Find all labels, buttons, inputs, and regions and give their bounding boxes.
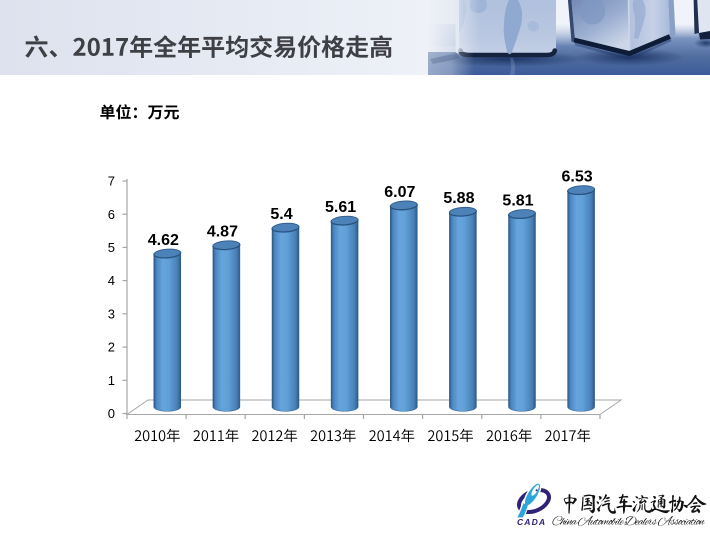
svg-text:6: 6 — [108, 207, 115, 222]
svg-text:5: 5 — [108, 240, 115, 255]
svg-text:6.07: 6.07 — [384, 184, 415, 201]
svg-text:7: 7 — [108, 174, 115, 189]
svg-text:4.87: 4.87 — [207, 224, 238, 241]
svg-text:5.81: 5.81 — [502, 193, 533, 210]
svg-text:1: 1 — [108, 373, 115, 388]
svg-text:6.53: 6.53 — [562, 169, 593, 186]
svg-text:5.61: 5.61 — [325, 199, 356, 216]
svg-text:0: 0 — [108, 406, 115, 421]
svg-text:4.62: 4.62 — [148, 232, 179, 249]
svg-text:CADA: CADA — [517, 517, 546, 527]
svg-text:3: 3 — [108, 306, 115, 321]
svg-text:5.4: 5.4 — [270, 206, 292, 223]
svg-text:5.88: 5.88 — [443, 190, 474, 207]
svg-text:4: 4 — [108, 273, 115, 288]
svg-text:2: 2 — [108, 340, 115, 355]
